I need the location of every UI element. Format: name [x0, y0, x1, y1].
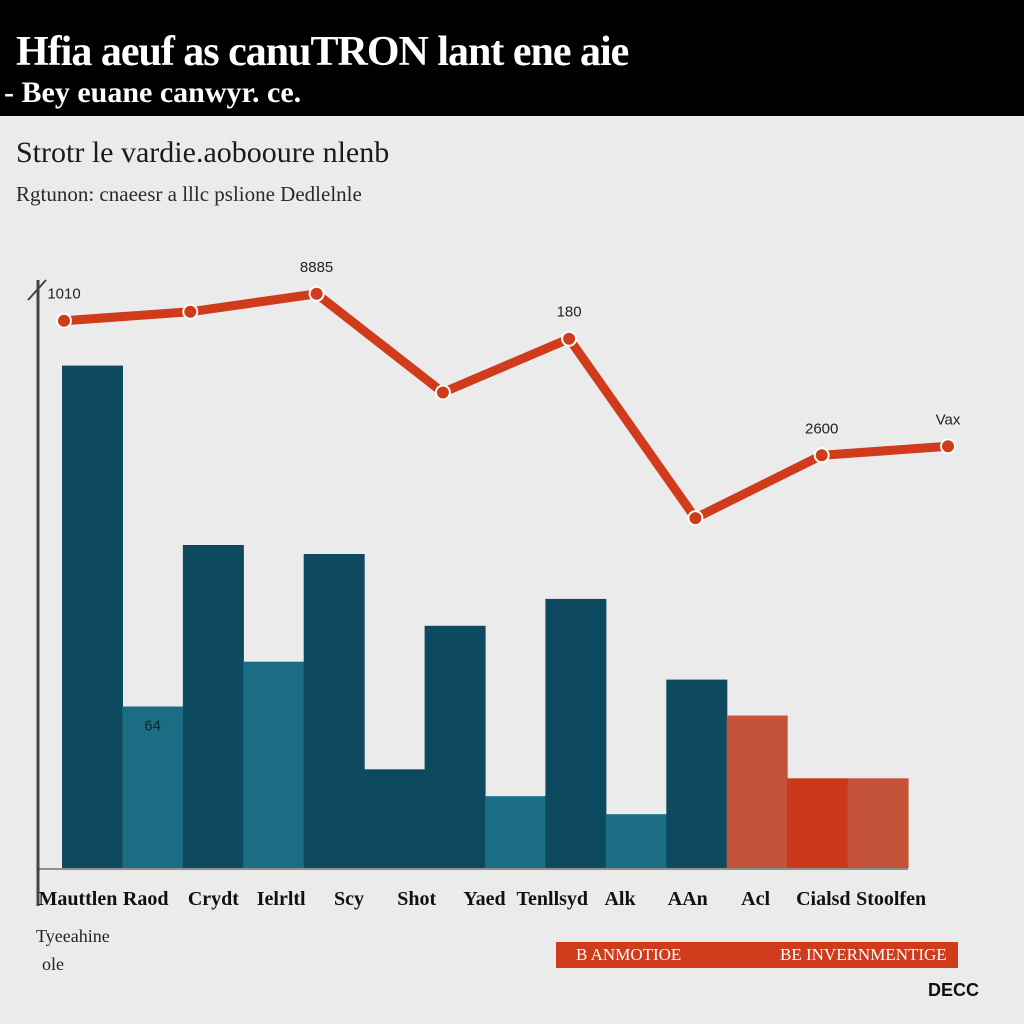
line-data-label: 1010 [47, 286, 80, 303]
bar-data-label: 64 [144, 718, 161, 735]
bar [605, 814, 667, 868]
bar [726, 715, 788, 868]
x-tick-label: Raod [123, 888, 169, 910]
bar [666, 679, 728, 868]
x-tick-label: Shot [397, 888, 436, 910]
bar [122, 706, 184, 868]
line-data-label: 180 [557, 304, 582, 321]
line-point [308, 285, 325, 302]
x-tick-label: Acl [741, 888, 770, 910]
x-tick-label: Cialsd [796, 888, 850, 910]
x-tick-label: Stoolfen [856, 888, 926, 910]
bar [787, 778, 849, 868]
y-axis-unit: ole [42, 954, 64, 974]
page-title: Hfia aeuf as canuTRON lant ene aie [16, 29, 629, 75]
x-tick-label: Alk [604, 888, 636, 910]
bar [182, 545, 244, 868]
line-point [813, 447, 830, 464]
y-axis-label: Tyeeahine [36, 926, 110, 946]
bar [243, 661, 305, 868]
line-data-label: 2600 [805, 420, 838, 437]
chart-title: Strotr le vardie.aobooure nlenb [16, 136, 390, 169]
line-data-label: Vax [936, 411, 961, 428]
bar [485, 796, 546, 868]
bar [364, 769, 426, 868]
bar [847, 778, 909, 868]
page-subtitle: - Bey euane canwyr. ce. [4, 76, 302, 109]
chart-subtitle: Rgtunon: cnaeesr a lllc pslione Dedlelnl… [16, 182, 362, 206]
line-point [56, 312, 72, 329]
y-axis-tick [27, 279, 47, 301]
bar [545, 598, 607, 868]
source-label: DECC [928, 980, 980, 1000]
line-point [182, 303, 199, 320]
x-tick-label: Yaed [463, 888, 505, 910]
header-banner: Hfia aeuf as canuTRON lant ene aie - Bey… [0, 0, 1024, 116]
line-point [434, 384, 451, 401]
line-point [561, 330, 578, 347]
line-point [687, 510, 704, 527]
bar [424, 625, 486, 868]
line-series [63, 289, 949, 524]
line-point [940, 438, 956, 455]
x-tick-label: Mauttlen [38, 888, 117, 910]
x-tick-label: Tenllsyd [517, 888, 589, 910]
bar [62, 365, 123, 868]
legend-item-1: B ANMOTIOE [556, 942, 776, 968]
line-data-label: 8885 [300, 259, 333, 276]
x-tick-label: Crydt [188, 888, 239, 910]
x-tick-label: Scy [334, 888, 364, 910]
x-tick-label: AAn [668, 888, 708, 910]
legend-item-2: BE INVERNMENTIGE [760, 942, 958, 968]
x-tick-label: Ielrltl [257, 888, 306, 910]
bar [303, 554, 365, 868]
